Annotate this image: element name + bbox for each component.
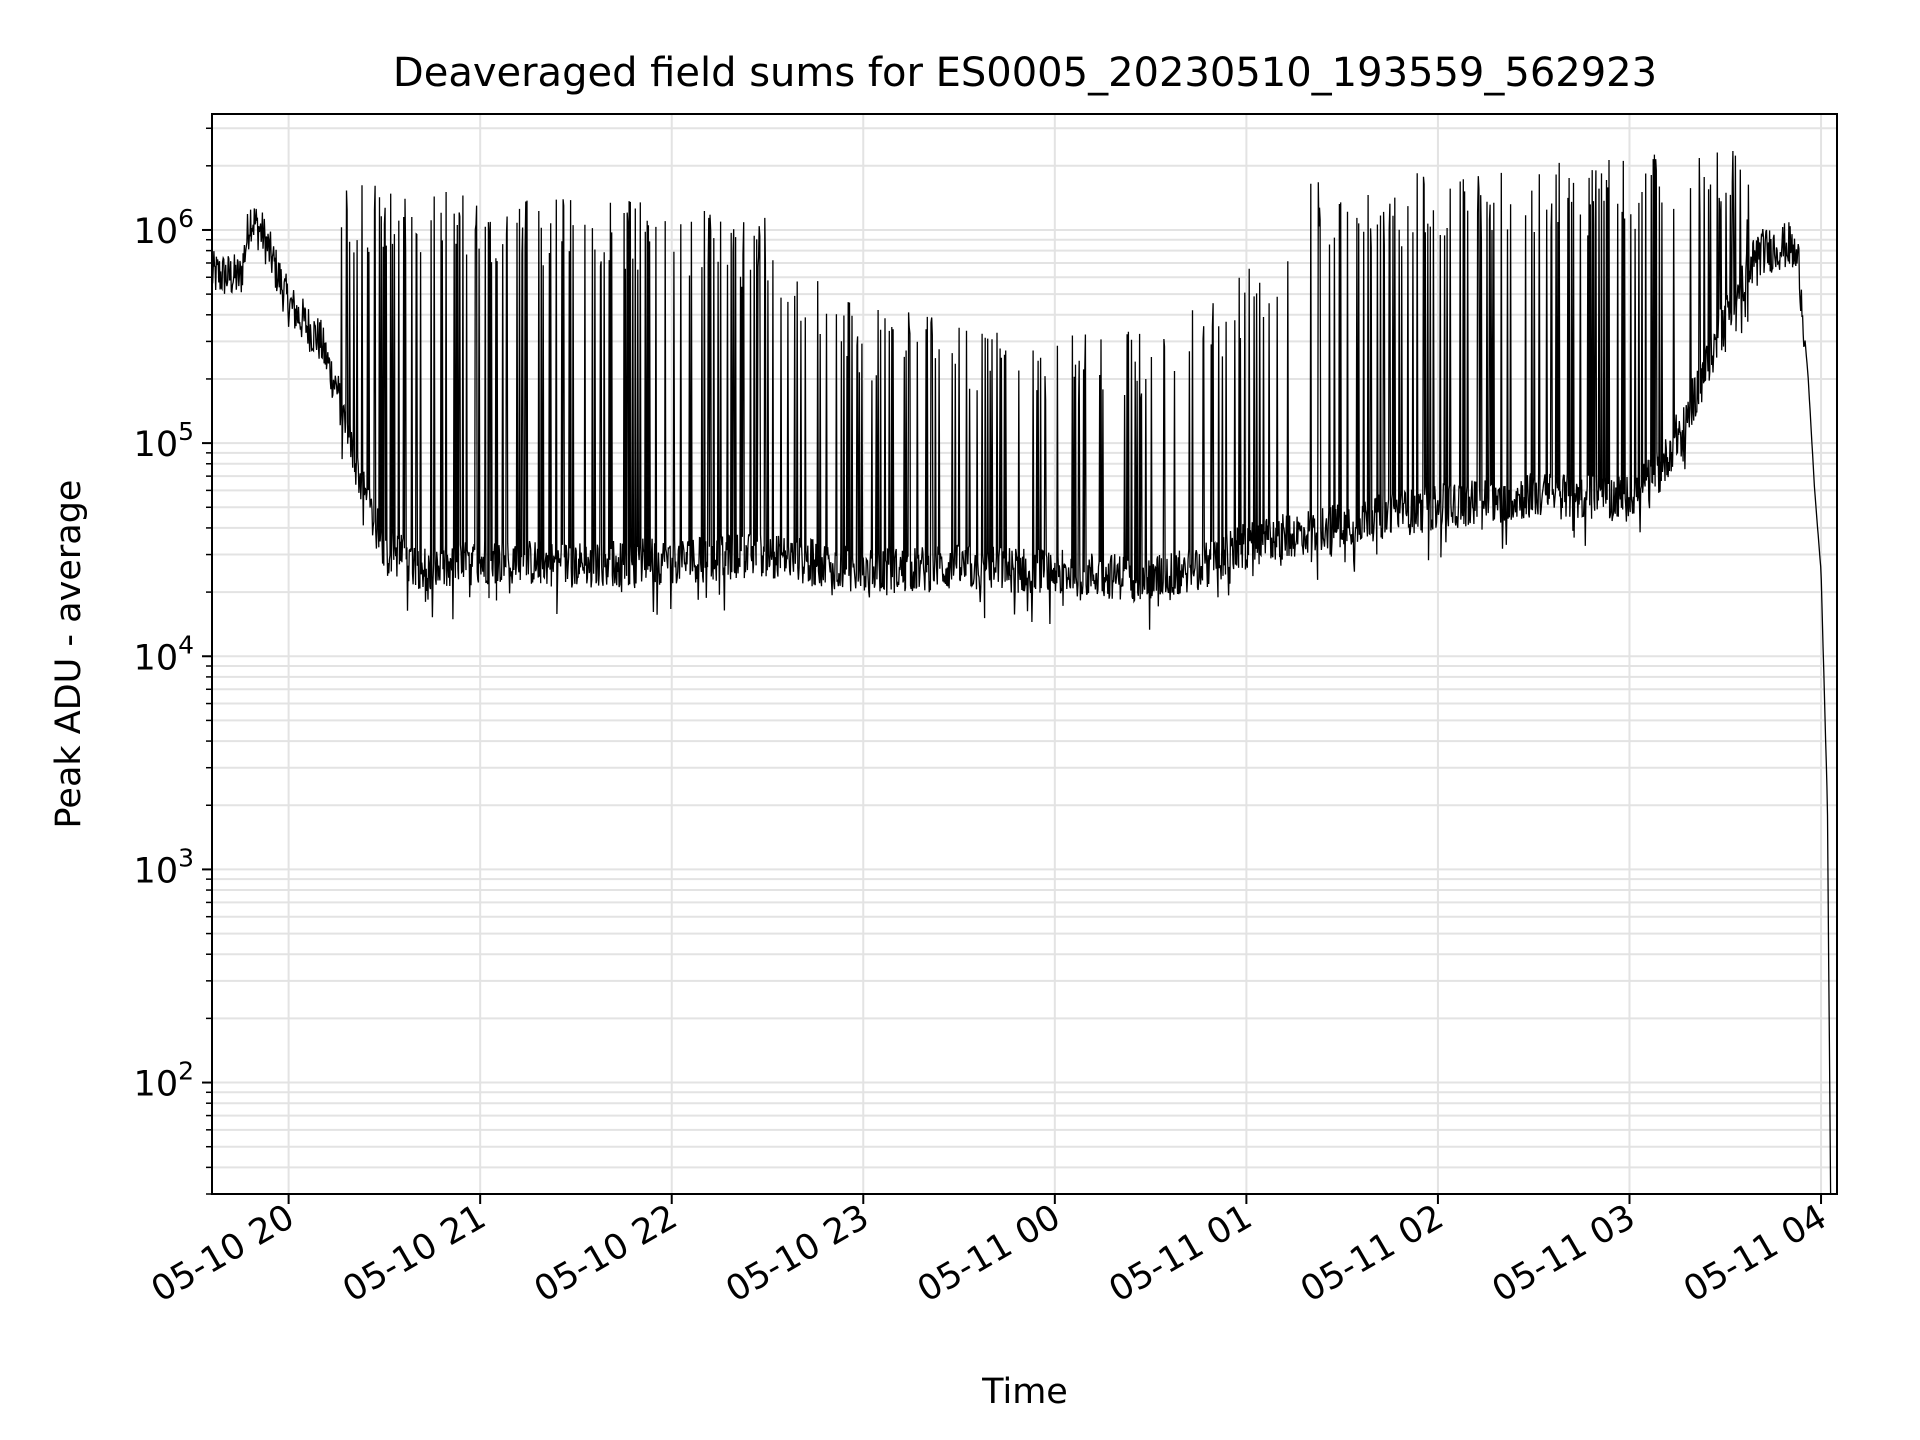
- y-axis: 102 103 104 105 106: [134, 127, 212, 1195]
- series-line: [212, 150, 1832, 1194]
- y-tick-label: 102: [134, 1057, 194, 1105]
- y-tick-label: 104: [134, 630, 194, 678]
- axes-frame: [211, 113, 1838, 1195]
- y-tick-label: 103: [134, 843, 194, 891]
- x-axis-label: Time: [981, 1372, 1068, 1412]
- y-tick-label: 106: [134, 204, 194, 252]
- plot-area: [212, 150, 1832, 1194]
- y-axis-label: Peak ADU - average: [49, 480, 89, 829]
- chart-title: Deaveraged field sums for ES0005_2023051…: [393, 50, 1657, 96]
- grid: [212, 114, 1837, 1195]
- y-tick-label: 105: [134, 417, 194, 465]
